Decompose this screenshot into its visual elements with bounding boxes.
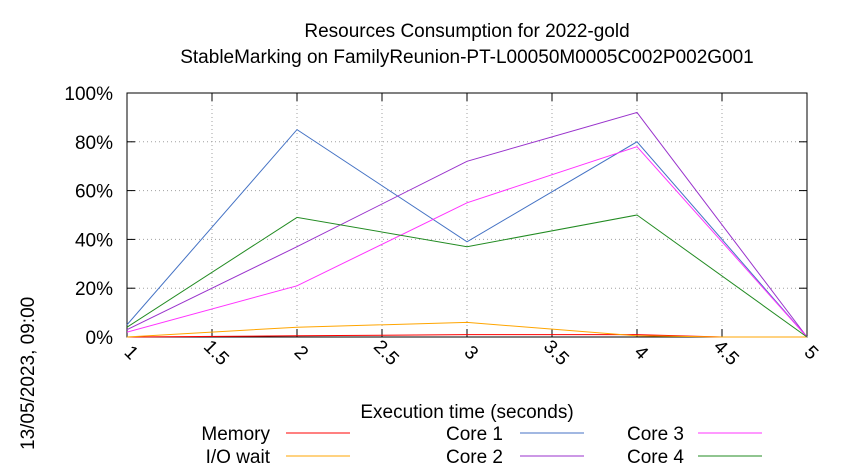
x-tick-label: 1.5 [199, 336, 233, 370]
x-axis-label: Execution time (seconds) [360, 402, 573, 423]
x-tick-label: 3.5 [539, 336, 573, 370]
y-tick-label: 60% [75, 182, 113, 203]
chart-subtitle: StableMarking on FamilyReunion-PT-L00050… [180, 47, 754, 68]
legend-label: Core 4 [627, 447, 684, 468]
x-tick-label: 4 [630, 342, 653, 365]
legend-label: Core 3 [627, 424, 684, 445]
grid [127, 93, 807, 337]
y-axis-ticks: 0% 20% 40% 60% 80% 100% [64, 84, 807, 349]
y-tick-label: 80% [75, 133, 113, 154]
series-line-core-3 [126, 146, 808, 338]
y-tick-label: 20% [75, 279, 113, 300]
x-tick-label: 2 [290, 342, 312, 364]
y-tick-label: 0% [86, 328, 114, 349]
series-line-core-1 [126, 128, 808, 338]
legend-label: Memory [201, 424, 270, 445]
x-axis-ticks: 1 1.5 2 2.5 3 3.5 4 4.5 5 [120, 93, 822, 370]
series-lines [126, 111, 808, 338]
y-tick-label: 100% [64, 84, 113, 105]
x-tick-label: 2.5 [369, 336, 403, 370]
chart-title: Resources Consumption for 2022-gold [304, 21, 629, 42]
series-line-core-2 [126, 111, 808, 338]
legend-label: Core 2 [446, 447, 503, 468]
x-tick-label: 5 [800, 342, 822, 364]
x-tick-label: 1 [120, 342, 142, 364]
legend-label: I/O wait [206, 447, 271, 468]
y-tick-label: 40% [75, 230, 113, 251]
legend-label: Core 1 [446, 424, 503, 445]
x-tick-label: 4.5 [709, 336, 743, 370]
series-line-core-4 [126, 214, 808, 338]
series-line-i-o-wait [126, 321, 807, 338]
timestamp-label: 13/05/2023, 09:00 [18, 297, 39, 450]
x-tick-label: 3 [460, 342, 482, 364]
